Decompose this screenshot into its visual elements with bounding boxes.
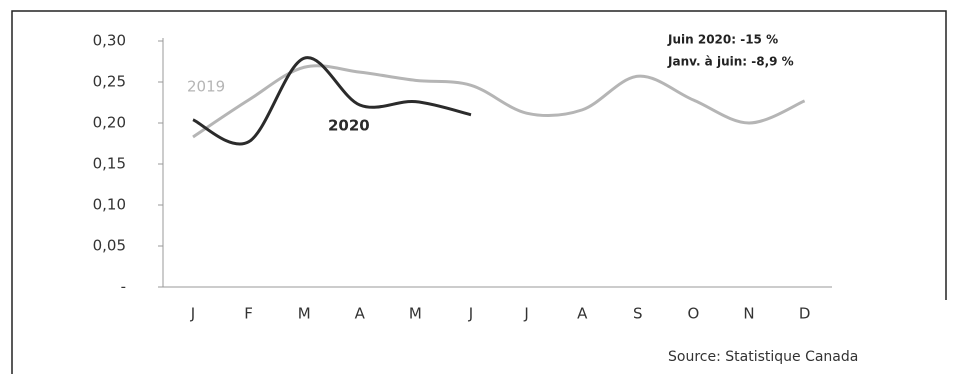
y-tick-label: 0,10 [93,196,126,214]
y-tick-label: - [121,278,126,296]
y-tick-label: 0,05 [93,237,126,255]
x-tick-label: O [687,305,699,323]
x-tick-label: A [355,305,366,323]
series-label: 2019 [187,78,225,96]
y-tick-label: 0,25 [93,73,126,91]
x-tick-label: M [298,305,311,323]
frame [11,10,947,374]
x-tick-label: J [468,305,473,323]
x-tick-label: N [743,305,754,323]
y-tick-label: 0,15 [93,155,126,173]
x-tick-label: J [190,305,195,323]
series-label: 2020 [328,117,370,135]
annotation: Juin 2020: -15 % [667,33,778,47]
x-tick-label: D [799,305,811,323]
line [192,56,472,146]
x-tick-label: J [523,305,528,323]
y-tick-label: 0,30 [93,32,126,50]
x-tick-label: A [577,305,588,323]
x-tick-label: S [633,305,643,323]
y-tick-label: 0,20 [93,114,126,132]
x-tick-label: F [244,305,253,323]
x-tick-label: M [409,305,422,323]
line [192,64,806,139]
annotation: Janv. à juin: -8,9 % [667,55,794,69]
source: Source: Statistique Canada [668,349,858,365]
